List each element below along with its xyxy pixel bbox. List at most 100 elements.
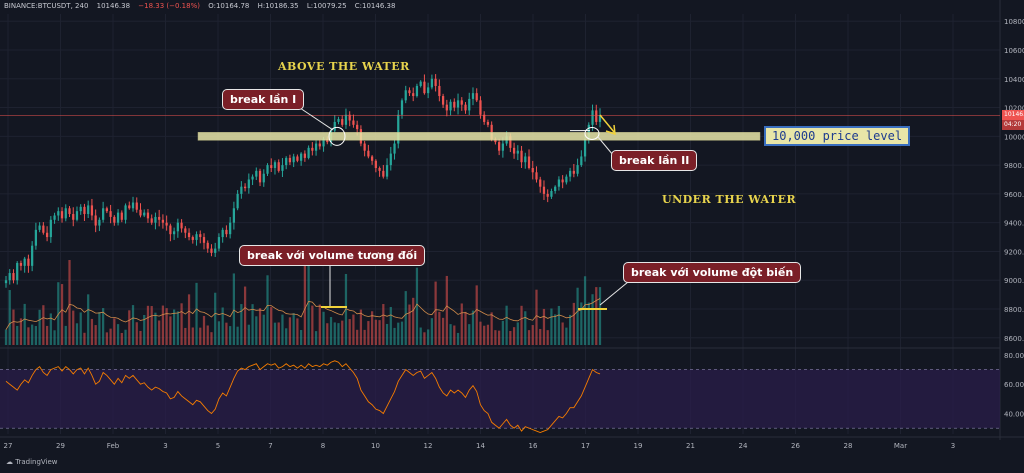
volume-bar	[367, 321, 370, 345]
volume-bar	[60, 284, 64, 345]
candle-body	[516, 150, 519, 154]
candle-body	[296, 156, 299, 161]
volume-bar	[479, 321, 482, 345]
candle-body	[214, 248, 217, 253]
volume-bar	[214, 292, 217, 345]
volume-bar	[16, 325, 19, 345]
volume-bar	[531, 325, 534, 345]
candle-body	[583, 139, 587, 157]
candle-body	[382, 170, 385, 177]
price-tick-label: 10800.00	[1004, 18, 1024, 26]
candle-body	[292, 156, 295, 163]
candle-body	[191, 237, 194, 240]
symbol-name[interactable]: BINANCE:BTCUSDT, 240	[4, 2, 89, 10]
candle-body	[314, 143, 318, 151]
candle-body	[445, 104, 448, 111]
volume-bar	[191, 327, 194, 345]
rsi-tick-label: 80.00	[1004, 352, 1024, 360]
tradingview-brand: TradingView	[15, 458, 58, 466]
volume-bar	[243, 286, 247, 345]
candle-body	[243, 186, 247, 189]
volume-bar	[161, 305, 165, 345]
candle-body	[344, 114, 348, 125]
volume-bar	[143, 314, 146, 345]
vol-spike-pointer	[599, 281, 629, 306]
volume-bar	[64, 325, 67, 345]
volume-bar	[456, 332, 460, 345]
volume-bar	[412, 297, 415, 345]
price-tick-label: 9400.00	[1004, 220, 1024, 228]
volume-bar	[400, 321, 404, 345]
volume-bar	[516, 322, 519, 345]
volume-bar	[184, 327, 187, 345]
symbol-header: BINANCE:BTCUSDT, 240 10146.38 −18.33 (−0…	[4, 2, 395, 10]
price-change: −18.33 (−0.18%)	[138, 2, 200, 10]
tradingview-logo[interactable]: ☁ TradingView	[6, 458, 58, 466]
volume-bar	[483, 325, 486, 345]
candle-body	[72, 214, 75, 220]
volume-bar	[311, 305, 314, 345]
candle-body	[240, 186, 243, 194]
volume-bar	[568, 314, 572, 345]
volume-bar	[247, 324, 250, 345]
volume-bar	[329, 317, 333, 345]
candle-body	[158, 216, 161, 220]
candle-body	[415, 85, 419, 97]
candle-body	[531, 167, 534, 173]
volume-bar	[195, 282, 198, 345]
volume-bar	[292, 313, 295, 345]
volume-bar	[576, 287, 579, 345]
candle-body	[34, 229, 38, 246]
volume-bar	[326, 323, 329, 345]
volume-bar	[393, 327, 396, 345]
candle-body	[393, 143, 396, 154]
candle-body	[273, 162, 277, 168]
volume-bar	[348, 319, 351, 345]
candle-body	[460, 100, 463, 105]
candle-body	[57, 211, 60, 216]
time-tick-label: 10	[371, 442, 380, 450]
candle-body	[187, 232, 191, 238]
candle-body	[270, 165, 273, 168]
candle-body	[16, 262, 19, 281]
volume-bar	[322, 311, 325, 345]
time-tick-label: Feb	[107, 442, 120, 450]
volume-bar	[221, 307, 224, 345]
volume-bar	[158, 320, 161, 345]
price-tick-label: 9200.00	[1004, 248, 1024, 256]
volume-bar	[546, 330, 549, 345]
volume-bar	[471, 310, 475, 345]
candle-body	[23, 258, 26, 266]
candle-body	[262, 173, 265, 183]
time-tick-label: 28	[844, 442, 853, 450]
volume-bar	[38, 309, 41, 345]
volume-bar	[199, 327, 202, 345]
volume-bar	[397, 322, 400, 345]
candle-body	[42, 225, 45, 233]
volume-bar	[498, 330, 501, 345]
volume-bar	[583, 276, 587, 345]
candle-body	[475, 93, 478, 101]
candle-body	[464, 104, 467, 111]
candle-body	[281, 165, 284, 171]
volume-bar	[374, 319, 377, 345]
price-tick-label: 10400.00	[1004, 76, 1024, 84]
candle-body	[576, 165, 579, 174]
volume-bar	[445, 275, 448, 345]
candle-body	[408, 90, 411, 94]
volume-bar	[240, 304, 243, 345]
candle-body	[94, 215, 97, 226]
volume-bar	[535, 289, 538, 345]
candle-body	[370, 156, 374, 161]
volume-bar	[75, 323, 79, 345]
candle-body	[176, 222, 179, 232]
candle-body	[512, 147, 516, 154]
candle-body	[348, 114, 351, 121]
break-1-label: break lần I	[222, 89, 305, 110]
candle-body	[98, 219, 101, 226]
volume-bar	[572, 302, 575, 345]
time-tick-label: 17	[581, 442, 590, 450]
candle-body	[568, 170, 572, 177]
